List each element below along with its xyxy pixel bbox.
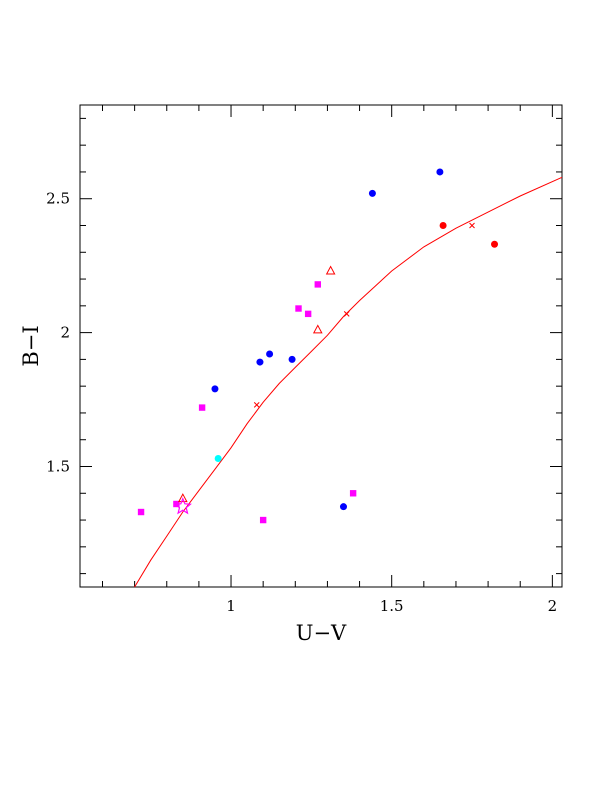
y-tick-label: 2 bbox=[60, 324, 70, 342]
data-point-cross bbox=[469, 222, 475, 229]
data-point-triangle bbox=[325, 265, 336, 275]
data-point-circle bbox=[339, 503, 347, 511]
data-point-triangle bbox=[312, 324, 323, 334]
data-point-circle bbox=[214, 454, 222, 462]
data-point-triangle bbox=[177, 493, 188, 503]
data-point-square bbox=[349, 490, 357, 497]
y-axis-label: B−I bbox=[19, 325, 43, 366]
y-tick-label: 1.5 bbox=[46, 458, 70, 476]
fit-curve bbox=[134, 176, 563, 588]
data-point-square bbox=[259, 516, 267, 524]
data-point-circle bbox=[368, 189, 376, 197]
plot-frame bbox=[79, 104, 563, 588]
x-tick-label: 2 bbox=[548, 597, 558, 615]
tick-labels: 1 1.5 2 1.5 2 2.5 bbox=[46, 190, 557, 615]
x-tick-label: 1 bbox=[226, 597, 236, 615]
axis-ticks bbox=[80, 105, 562, 587]
data-point-circle bbox=[211, 385, 219, 393]
x-tick-label: 1.5 bbox=[380, 597, 404, 615]
data-point-square bbox=[137, 508, 145, 516]
data-point-square bbox=[295, 305, 302, 312]
plot-frame-group bbox=[79, 104, 563, 588]
fit-curve-group bbox=[134, 176, 563, 588]
data-points bbox=[137, 168, 499, 524]
data-point-circle bbox=[266, 350, 274, 358]
data-point-circle bbox=[491, 240, 499, 248]
data-point-square bbox=[304, 310, 312, 318]
data-point-cross bbox=[253, 402, 260, 408]
data-point-circle bbox=[288, 355, 296, 363]
data-point-circle bbox=[436, 168, 444, 176]
x-axis-label: U−V bbox=[296, 621, 347, 645]
data-point-cross bbox=[343, 311, 350, 317]
y-tick-label: 2.5 bbox=[46, 190, 70, 208]
data-point-star bbox=[173, 497, 192, 515]
data-point-circle bbox=[439, 222, 447, 229]
data-point-square bbox=[314, 281, 321, 288]
data-point-circle bbox=[256, 358, 264, 366]
data-point-square bbox=[198, 404, 206, 411]
